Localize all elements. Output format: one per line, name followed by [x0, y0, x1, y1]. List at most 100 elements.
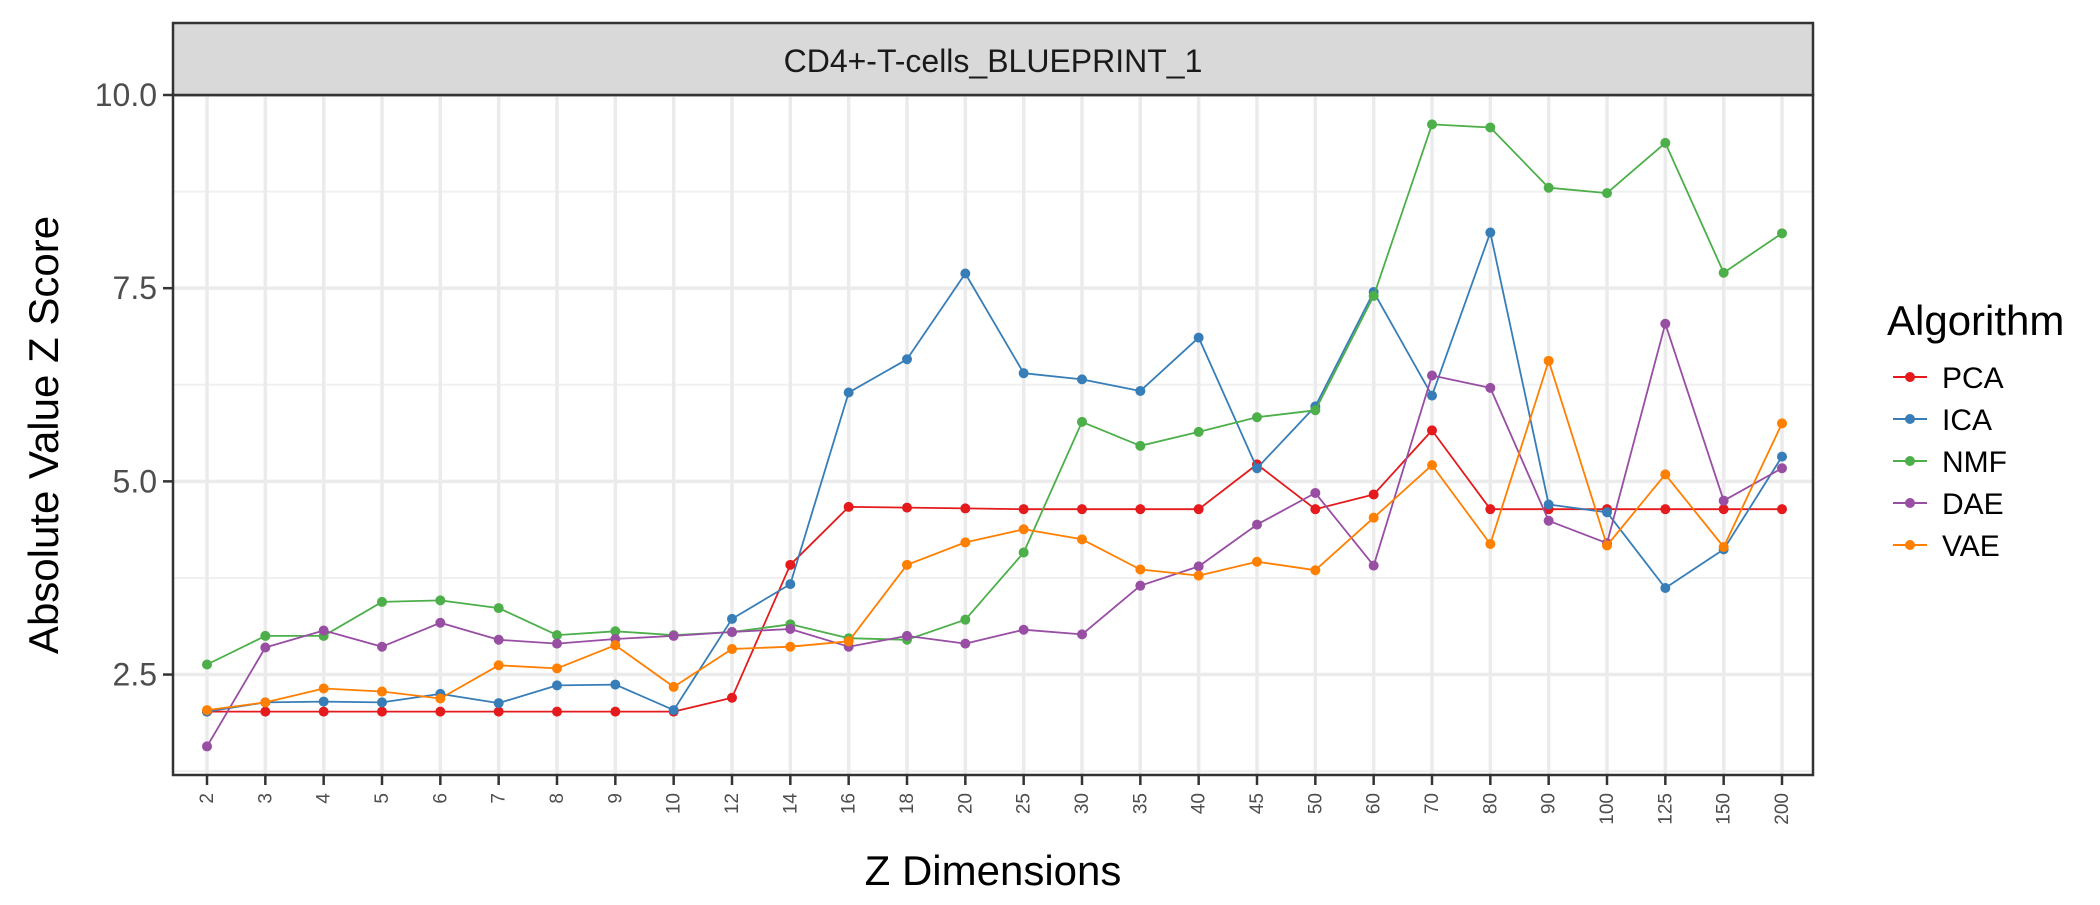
- legend-label: VAE: [1942, 530, 2000, 563]
- data-point-vae: [1777, 418, 1787, 429]
- x-tick-label: 4: [314, 793, 335, 804]
- data-point-ica: [1018, 368, 1029, 379]
- legend-key-point: [1905, 540, 1915, 550]
- data-point-nmf: [1135, 440, 1146, 451]
- data-point-nmf: [1602, 188, 1612, 199]
- legend-title: Algorithm: [1887, 297, 2064, 344]
- legend-label: ICA: [1942, 404, 1992, 437]
- data-point-dae: [1660, 318, 1671, 329]
- legend-key-point: [1905, 414, 1915, 424]
- x-tick-label: 8: [547, 793, 568, 804]
- legend-label: DAE: [1942, 488, 2004, 521]
- legend-label: NMF: [1942, 446, 2007, 479]
- data-point-nmf: [493, 603, 504, 614]
- data-point-ica: [1077, 374, 1087, 385]
- facet-strip: [171, 21, 1815, 97]
- y-tick-label: 7.5: [113, 270, 157, 306]
- data-point-vae: [1193, 570, 1204, 581]
- y-tick-label: 2.5: [113, 657, 157, 693]
- data-point-pca: [727, 692, 737, 703]
- series-line-nmf: [206, 123, 1783, 666]
- x-tick-label: 70: [1422, 793, 1443, 814]
- x-axis: 2 3 4 5 6 7 8 9 10 12 14 16 18 20 25 30 35 40 45 50 60 70 80 90…: [197, 775, 1793, 825]
- data-point-dae: [318, 625, 329, 636]
- x-tick-label: 100: [1597, 793, 1618, 825]
- legend-key-point: [1905, 456, 1915, 466]
- data-point-ica: [1602, 507, 1612, 518]
- data-point-nmf: [1485, 122, 1496, 133]
- data-point-ica: [1485, 227, 1496, 238]
- data-point-pca: [1660, 504, 1671, 515]
- data-point-pca: [493, 706, 504, 717]
- data-point-ica: [1427, 390, 1437, 401]
- data-point-dae: [1427, 370, 1437, 381]
- data-point-dae: [1718, 495, 1729, 506]
- data-point-dae: [1310, 487, 1321, 498]
- data-point-nmf: [1543, 182, 1554, 193]
- data-point-dae: [377, 641, 387, 652]
- data-point-nmf: [552, 630, 562, 641]
- x-tick-label: 80: [1480, 793, 1501, 814]
- data-point-pca: [1077, 504, 1087, 515]
- data-point-dae: [202, 741, 212, 752]
- x-tick-label: 50: [1305, 793, 1326, 814]
- data-point-nmf: [1660, 137, 1671, 148]
- legend-key-point: [1905, 498, 1915, 508]
- data-point-ica: [552, 680, 562, 691]
- data-point-dae: [785, 623, 796, 634]
- data-point-nmf: [1077, 416, 1087, 427]
- y-axis-title: Absolute Value Z Score: [20, 216, 67, 654]
- legend-entry-pca: PCA: [1893, 362, 2004, 395]
- data-point-nmf: [260, 630, 271, 641]
- data-point-dae: [260, 642, 271, 653]
- data-point-dae: [435, 617, 446, 628]
- data-point-dae: [960, 638, 971, 649]
- data-point-pca: [318, 706, 329, 717]
- x-tick-label: 16: [839, 793, 860, 814]
- series-line-ica: [206, 231, 1783, 713]
- data-point-vae: [1718, 542, 1729, 553]
- data-point-pca: [1310, 504, 1321, 515]
- y-tick-label: 10.0: [95, 77, 157, 113]
- data-point-ica: [902, 354, 912, 365]
- data-point-pca: [1427, 425, 1437, 436]
- data-point-ica: [610, 679, 621, 690]
- x-tick-label: 150: [1714, 793, 1735, 825]
- data-point-pca: [902, 502, 912, 513]
- data-point-pca: [960, 503, 971, 514]
- data-point-vae: [318, 683, 329, 694]
- data-point-nmf: [377, 596, 387, 607]
- data-point-dae: [1252, 519, 1262, 530]
- data-point-vae: [493, 660, 504, 671]
- data-point-nmf: [1310, 405, 1321, 416]
- x-tick-label: 18: [897, 793, 918, 814]
- data-point-vae: [552, 663, 562, 674]
- data-point-pca: [1485, 504, 1496, 515]
- x-tick-label: 3: [255, 793, 276, 804]
- x-tick-label: 2: [197, 793, 218, 804]
- x-axis-title: Z Dimensions: [865, 847, 1122, 894]
- facet-strip-title: CD4+-T-cells_BLUEPRINT_1: [784, 43, 1203, 79]
- data-point-vae: [1368, 512, 1379, 523]
- data-point-dae: [1777, 463, 1787, 474]
- data-point-ica: [1660, 583, 1671, 593]
- data-point-nmf: [1018, 547, 1029, 558]
- data-point-vae: [202, 705, 212, 716]
- series-layer: [202, 119, 1787, 752]
- series-line-vae: [206, 359, 1783, 711]
- data-point-vae: [377, 686, 387, 697]
- data-point-vae: [1135, 564, 1146, 575]
- data-point-ica: [318, 696, 329, 707]
- data-point-vae: [610, 640, 621, 651]
- data-point-ica: [1777, 451, 1787, 462]
- data-point-dae: [493, 634, 504, 645]
- series-vae: [202, 355, 1787, 716]
- data-point-nmf: [1777, 228, 1787, 239]
- data-point-dae: [1077, 629, 1087, 640]
- x-tick-label: 10: [664, 793, 685, 814]
- data-point-ica: [843, 387, 854, 398]
- x-tick-label: 30: [1072, 793, 1093, 814]
- x-tick-label: 20: [955, 793, 976, 814]
